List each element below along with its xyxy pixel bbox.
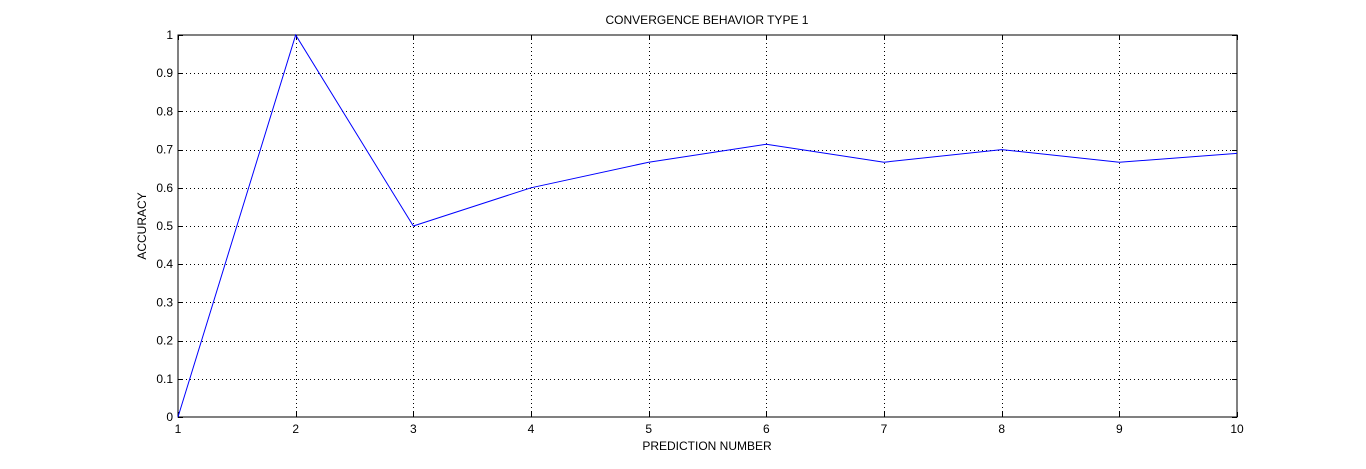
y-tick-label: 0.5 [156,219,173,233]
x-tick-label: 5 [645,422,652,436]
x-tick-label: 10 [1230,422,1244,436]
x-tick-label: 4 [528,422,535,436]
x-tick-label: 8 [998,422,1005,436]
series-line [177,33,1238,418]
series-group [177,33,1238,418]
x-tick-labels: 1 2 3 4 5 6 7 8 9 10 [175,422,1244,436]
y-tick-label: 0.4 [156,257,173,271]
x-tick-label: 9 [1116,422,1123,436]
x-axis-label: PREDICTION NUMBER [642,439,772,453]
y-tick-label: 1 [166,28,173,42]
chart-title: CONVERGENCE BEHAVIOR TYPE 1 [606,13,809,27]
y-tick-label: 0.2 [156,334,173,348]
y-tick-labels: 0 0.1 0.2 0.3 0.4 0.5 0.6 0.7 0.8 0.9 1 [156,28,173,424]
x-tick-label: 1 [175,422,182,436]
y-tick-label: 0.1 [156,372,173,386]
y-tick-label: 0 [166,410,173,424]
y-axis-label: ACCURACY [135,192,149,259]
tick-marks [178,35,1238,418]
x-tick-label: 7 [881,422,888,436]
grid-lines [178,35,1237,417]
y-tick-label: 0.9 [156,66,173,80]
y-tick-label: 0.3 [156,295,173,309]
x-tick-label: 3 [410,422,417,436]
x-tick-label: 2 [292,422,299,436]
y-tick-label: 0.8 [156,104,173,118]
x-tick-label: 6 [763,422,770,436]
y-tick-label: 0.7 [156,143,173,157]
y-tick-label: 0.6 [156,181,173,195]
